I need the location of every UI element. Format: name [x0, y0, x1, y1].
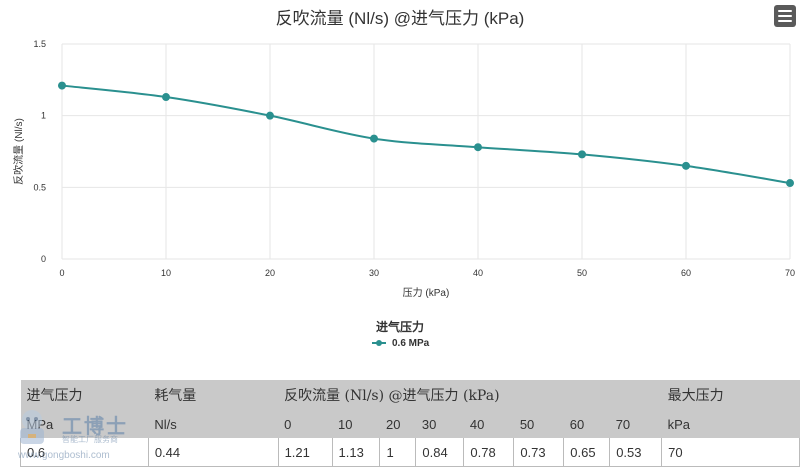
header-air-consumption: 耗气量 [148, 380, 279, 410]
data-point [578, 150, 586, 159]
table-cell: 0.53 [609, 438, 662, 467]
x-tick-label: 40 [473, 268, 483, 278]
table-row: 0.6 0.44 1.21 1.13 1 0.84 0.78 0.73 0.65… [20, 438, 800, 467]
unit-cell: kPa [661, 410, 800, 438]
header-max-pressure: 最大压力 [661, 380, 800, 410]
unit-cell: 50 [513, 410, 564, 438]
x-tick-label: 20 [265, 268, 275, 278]
legend-label: 0.6 MPa [392, 337, 430, 349]
data-point [162, 93, 170, 102]
spec-table: 进气压力 耗气量 反吹流量 (Nl/s) @进气压力 (kPa) 最大压力 MP… [20, 380, 800, 467]
chart-container: 反吹流量 (Nl/s) @进气压力 (kPa) 0 10 20 30 40 50 60 70 0… [12, 5, 796, 350]
data-point [474, 143, 482, 152]
table-cell: 0.44 [147, 438, 279, 467]
table-cell: 1 [379, 438, 416, 467]
data-point [58, 81, 66, 90]
table-cell: 1.13 [331, 438, 380, 467]
table-cell: 70 [661, 438, 800, 467]
table-header-row: 进气压力 耗气量 反吹流量 (Nl/s) @进气压力 (kPa) 最大压力 [20, 380, 800, 410]
header-flow-title: 反吹流量 (Nl/s) @进气压力 (kPa) [278, 380, 662, 410]
legend-swatch [372, 338, 386, 348]
unit-cell: Nl/s [148, 410, 279, 438]
x-tick-label: 30 [369, 268, 379, 278]
x-tick-label: 10 [161, 268, 171, 278]
chart-title: 反吹流量 (Nl/s) @进气压力 (kPa) [275, 9, 525, 28]
y-tick-label: 0.5 [33, 182, 46, 192]
y-tick-label: 1 [41, 111, 46, 121]
data-point [786, 179, 794, 188]
unit-cell: MPa [20, 410, 149, 438]
data-point [370, 134, 378, 143]
data-point [682, 161, 690, 170]
table-cell: 0.73 [513, 438, 564, 467]
table-cell: 0.84 [415, 438, 464, 467]
line-chart: 0 10 20 30 40 50 60 70 0 0.5 1 1.5 压力 (kPa) 反吹流量 (Nl/… [12, 39, 795, 299]
table-cell: 0.65 [563, 438, 610, 467]
header-inlet-pressure: 进气压力 [20, 380, 149, 410]
unit-cell: 30 [415, 410, 464, 438]
legend-title: 进气压力 [375, 320, 424, 334]
x-tick-label: 50 [577, 268, 587, 278]
unit-cell: 0 [278, 410, 333, 438]
y-tick-label: 1.5 [33, 39, 46, 49]
unit-cell: 60 [563, 410, 610, 438]
table-cell: 0.6 [20, 438, 149, 467]
unit-cell: 20 [379, 410, 416, 438]
hamburger-menu-icon[interactable] [774, 5, 796, 27]
legend-item-series[interactable]: 0.6 MPa [372, 336, 429, 350]
series-line [61, 84, 791, 185]
x-tick-label: 70 [785, 268, 795, 278]
x-axis-label: 压力 (kPa) [403, 286, 450, 299]
table-cell: 1.21 [277, 438, 333, 467]
table-unit-row: MPa Nl/s 0 10 20 30 40 50 60 70 kPa [20, 410, 800, 438]
x-tick-label: 60 [681, 268, 691, 278]
unit-cell: 70 [609, 410, 662, 438]
data-point [266, 111, 274, 120]
x-tick-label: 0 [59, 268, 64, 278]
y-tick-label: 0 [41, 254, 46, 264]
y-axis-label: 反吹流量 (Nl/s) [12, 118, 25, 185]
unit-cell: 10 [332, 410, 380, 438]
table-cell: 0.78 [463, 438, 514, 467]
unit-cell: 40 [463, 410, 514, 438]
